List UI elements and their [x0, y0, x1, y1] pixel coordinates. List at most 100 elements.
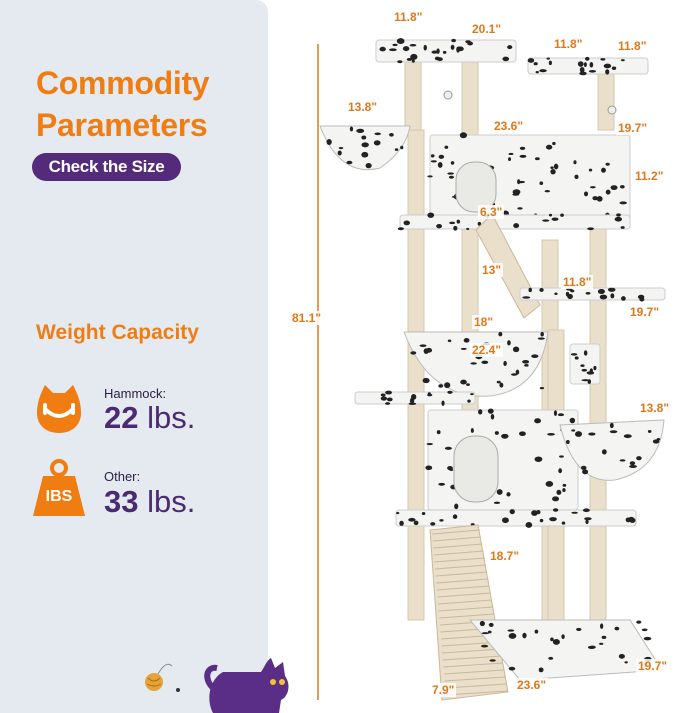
- spot: [425, 347, 433, 353]
- dimension-lower-hammock: 13.8": [638, 401, 672, 415]
- spot: [571, 511, 578, 514]
- spot: [611, 66, 617, 70]
- ramp-line: [435, 571, 488, 577]
- spot: [463, 338, 470, 343]
- spot: [549, 517, 557, 522]
- page-title: Commodity Parameters: [36, 62, 210, 146]
- spot: [558, 468, 562, 474]
- spot: [449, 468, 454, 471]
- spot: [349, 126, 354, 132]
- spot: [561, 521, 566, 525]
- spot: [411, 59, 415, 63]
- spot: [525, 521, 533, 528]
- spot: [550, 166, 554, 169]
- spot: [439, 519, 444, 522]
- spot: [552, 496, 560, 502]
- spot: [565, 291, 570, 297]
- ramp-line: [433, 543, 483, 549]
- spot: [478, 409, 483, 415]
- spot: [582, 469, 589, 475]
- spot: [454, 503, 459, 510]
- spot: [574, 174, 579, 180]
- spot: [587, 379, 592, 384]
- dimension-condo-width: 23.6": [492, 119, 526, 133]
- spot: [576, 627, 582, 631]
- spot: [481, 644, 489, 648]
- ramp-line: [431, 529, 481, 535]
- spot: [565, 439, 570, 445]
- spot: [506, 492, 511, 497]
- spot: [489, 659, 496, 662]
- spot: [410, 53, 418, 60]
- spot: [519, 431, 526, 437]
- spot: [481, 632, 490, 635]
- spot: [599, 294, 608, 300]
- spot: [573, 160, 577, 165]
- ramp-line: [436, 578, 489, 584]
- spot: [585, 291, 591, 295]
- spot: [487, 408, 494, 414]
- spot: [574, 356, 579, 360]
- spot: [618, 653, 625, 659]
- spot: [438, 384, 444, 388]
- spot: [527, 58, 535, 63]
- purple-cat-icon: [204, 658, 289, 713]
- spot: [427, 392, 431, 396]
- dimension-base-width: 23.6": [515, 678, 549, 692]
- spot: [583, 350, 588, 356]
- spot: [396, 512, 400, 515]
- spot: [444, 446, 452, 450]
- dimension-ramp-width: 7.9": [430, 683, 457, 697]
- spot: [444, 145, 449, 149]
- spot: [450, 44, 455, 50]
- spot: [394, 148, 399, 151]
- lower-condo-door: [453, 435, 499, 503]
- spot: [503, 360, 507, 367]
- spot: [409, 397, 415, 404]
- spot: [524, 364, 529, 367]
- spot: [553, 163, 559, 170]
- spot: [562, 483, 567, 487]
- spot: [539, 386, 545, 390]
- ramp-line: [436, 585, 490, 591]
- condo-door: [455, 161, 497, 213]
- spot: [588, 168, 593, 172]
- spot: [380, 396, 388, 401]
- spot: [536, 510, 541, 515]
- spot: [548, 60, 552, 66]
- spot: [436, 57, 443, 62]
- spot: [562, 488, 566, 493]
- spot: [419, 344, 427, 347]
- spot: [621, 296, 626, 301]
- spot: [580, 364, 585, 367]
- spot: [397, 227, 404, 231]
- spot: [584, 517, 592, 521]
- spot: [496, 489, 503, 495]
- spot: [539, 288, 544, 292]
- spot: [467, 399, 471, 403]
- check-size-badge: Check the Size: [32, 153, 181, 181]
- top-hammock: [319, 125, 411, 171]
- title-line-2: Parameters: [36, 107, 208, 143]
- spot: [614, 216, 623, 222]
- spot: [509, 509, 515, 515]
- spot: [528, 287, 532, 293]
- spot: [413, 520, 419, 526]
- spot: [460, 347, 467, 350]
- spot: [467, 41, 473, 46]
- spot: [356, 128, 365, 133]
- spot: [579, 66, 585, 73]
- spot: [641, 628, 648, 632]
- spot: [560, 213, 564, 217]
- spot: [517, 207, 523, 210]
- spot: [614, 626, 620, 631]
- spot: [442, 50, 447, 54]
- spot: [452, 514, 458, 519]
- spot: [580, 465, 587, 470]
- spot: [575, 431, 583, 437]
- spot: [552, 508, 559, 512]
- spot: [570, 353, 578, 356]
- spot: [436, 223, 443, 229]
- top-perch-left: [375, 39, 517, 63]
- other-label: Other:: [104, 469, 141, 484]
